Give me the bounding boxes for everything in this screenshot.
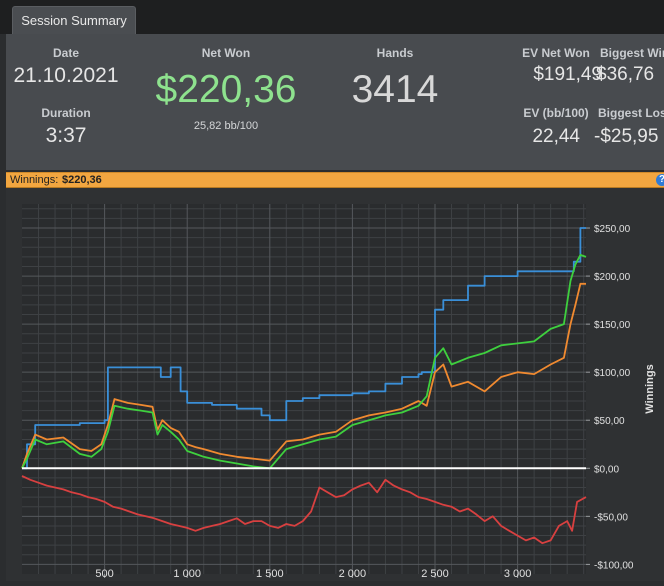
minor-grid (22, 204, 586, 574)
x-axis: 500 1 000 1 500 2 000 2 500 3 000 (95, 568, 531, 580)
hands-label: Hands (376, 46, 414, 60)
ev-net-won-label: EV Net Won (522, 46, 590, 60)
series-line-2 (21, 282, 586, 469)
winnings-value: $220,36 (62, 174, 102, 186)
x-tick-label: 2 500 (421, 568, 449, 580)
biggest-win-value: $36,76 (596, 64, 655, 85)
biggest-win-label: Biggest Win (600, 46, 664, 60)
x-tick-label: 3 000 (504, 568, 532, 580)
net-won-label: Net Won (201, 46, 251, 60)
series-layer (21, 227, 587, 545)
session-summary-panel: Date 21.10.2021 Duration 3:37 Net Won $2… (6, 34, 664, 170)
y-tick-label: -$50,00 (594, 512, 628, 523)
y-tick-label: $50,00 (594, 416, 625, 427)
y-tick-label: $200,00 (594, 272, 631, 283)
x-tick-label: 2 000 (339, 568, 367, 580)
y-axis-title: Winnings (644, 364, 656, 413)
y-tick-label: $100,00 (594, 368, 631, 379)
net-won-value: $220,36 (155, 68, 297, 111)
net-won-bb: 25,82 bb/100 (193, 120, 259, 132)
x-tick-label: 500 (95, 568, 113, 580)
major-grid (22, 204, 586, 574)
duration-label: Duration (41, 106, 91, 120)
winnings-chart: -$100,00 -$50,00 $0,00 $50,00 $100,00 $150,00… (21, 204, 656, 580)
date-label: Date (52, 46, 79, 60)
winnings-label: Winnings: (10, 174, 59, 186)
winnings-bar: Winnings: $220,36 ? (6, 172, 664, 188)
y-tick-label: $0,00 (594, 464, 619, 475)
y-axis: -$100,00 -$50,00 $0,00 $50,00 $100,00 $150,00… (586, 224, 634, 571)
x-tick-label: 1 000 (173, 568, 201, 580)
ev-bb-value: 22,44 (532, 126, 580, 147)
y-tick-label: $150,00 (594, 320, 631, 331)
series-line-1 (22, 227, 586, 470)
series-line-3 (21, 254, 587, 470)
tab-session-summary[interactable]: Session Summary (12, 6, 136, 34)
x-tick-label: 1 500 (256, 568, 284, 580)
biggest-loss-value: -$25,95 (594, 126, 659, 147)
winnings-chart-panel: -$100,00 -$50,00 $0,00 $50,00 $100,00 $150,00… (6, 188, 664, 581)
tab-bar: Session Summary (0, 0, 664, 34)
duration-value: 3:37 (45, 124, 87, 147)
ev-bb-label: EV (bb/100) (523, 106, 589, 120)
y-tick-label: $250,00 (594, 224, 631, 235)
help-icon[interactable]: ? (656, 174, 664, 186)
ev-net-won-value: $191,49 (533, 64, 602, 85)
date-value: 21.10.2021 (13, 64, 119, 87)
y-tick-label: -$100,00 (594, 560, 634, 571)
series-line-4 (21, 475, 587, 545)
plot-area (22, 204, 586, 574)
hands-value: 3414 (351, 68, 439, 111)
biggest-loss-label: Biggest Loss (598, 106, 664, 120)
